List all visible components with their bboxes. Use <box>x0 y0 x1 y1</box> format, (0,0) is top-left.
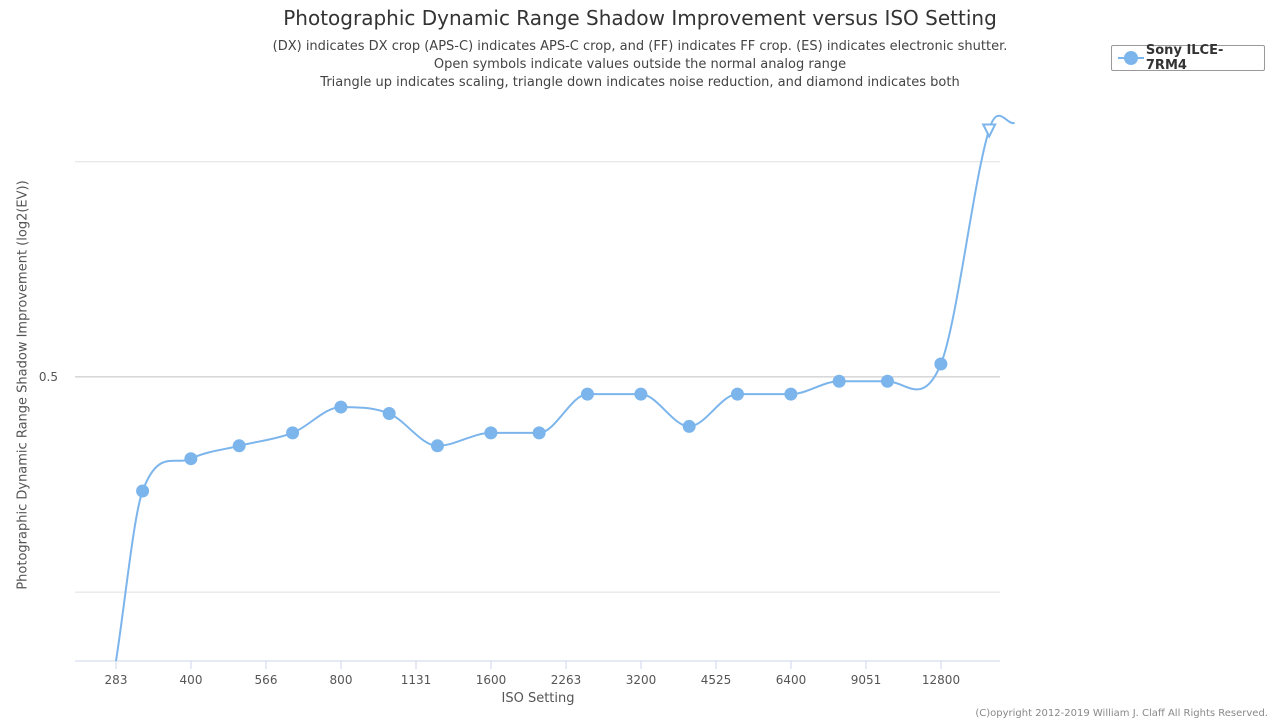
chart-subtitle-line-1: (DX) indicates DX crop (APS-C) indicates… <box>272 39 1008 54</box>
data-point <box>934 357 948 371</box>
data-point <box>832 374 846 388</box>
x-tick-label: 9051 <box>851 673 882 687</box>
data-point <box>382 407 396 421</box>
data-point <box>232 439 246 453</box>
data-point <box>730 387 744 401</box>
data-point <box>430 439 444 453</box>
x-tick-label: 12800 <box>922 673 960 687</box>
data-point <box>136 484 150 498</box>
data-point <box>784 387 798 401</box>
chart-subtitle-line-3: Triangle up indicates scaling, triangle … <box>320 75 960 90</box>
y-tick-label: 0.5 <box>39 370 58 384</box>
data-point <box>484 426 498 440</box>
x-tick-label: 2263 <box>551 673 582 687</box>
data-point <box>184 452 198 466</box>
x-tick-label: 283 <box>105 673 128 687</box>
data-point <box>880 374 894 388</box>
x-tick-label: 4525 <box>701 673 732 687</box>
x-tick-label: 800 <box>330 673 353 687</box>
chart-title: Photographic Dynamic Range Shadow Improv… <box>283 6 997 30</box>
data-point <box>532 426 546 440</box>
data-point <box>580 387 594 401</box>
data-point <box>334 400 348 414</box>
data-point <box>682 419 696 433</box>
x-tick-label: 1600 <box>476 673 507 687</box>
x-tick-label: 400 <box>180 673 203 687</box>
legend[interactable]: Sony ILCE-7RM4 <box>1111 43 1265 73</box>
series-line <box>115 114 1015 662</box>
copyright-notice: (C)opyright 2012-2019 William J. Claff A… <box>975 708 1268 719</box>
legend-series-symbol <box>1116 51 1146 65</box>
x-tick-label: 3200 <box>626 673 657 687</box>
x-tick-label: 1131 <box>401 673 432 687</box>
x-axis-label: ISO Setting <box>501 691 575 706</box>
chart-subtitle-line-2: Open symbols indicate values outside the… <box>433 57 847 72</box>
data-point <box>634 387 648 401</box>
data-point <box>286 426 300 440</box>
x-tick-label: 566 <box>255 673 278 687</box>
data-point-triangle-down-open <box>981 123 997 139</box>
legend-series-label[interactable]: Sony ILCE-7RM4 <box>1145 43 1224 73</box>
x-tick-label: 6400 <box>776 673 807 687</box>
